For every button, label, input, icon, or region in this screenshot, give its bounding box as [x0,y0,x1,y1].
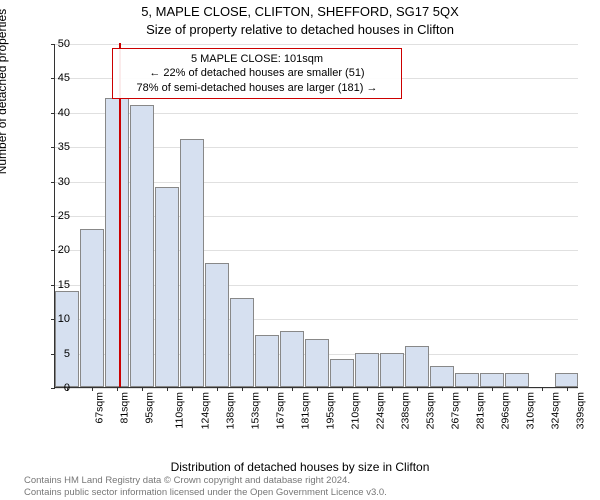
xtick-mark [117,387,118,391]
xtick-mark [492,387,493,391]
xtick-label: 167sqm [275,392,287,429]
xtick-label: 67sqm [94,392,106,424]
xtick-label: 253sqm [424,392,436,429]
xtick-mark [142,387,143,391]
histogram-bar [555,373,579,387]
histogram-bar [55,291,79,387]
ytick-label: 40 [46,107,70,119]
gridline [55,44,578,45]
histogram-bar [105,98,129,387]
ytick-label: 50 [46,38,70,50]
ytick-label: 20 [46,244,70,256]
histogram-bar [130,105,154,387]
chart-container: 5, MAPLE CLOSE, CLIFTON, SHEFFORD, SG17 … [0,0,600,500]
y-axis-label: Number of detached properties [0,9,9,174]
ytick-label: 35 [46,141,70,153]
annotation-line1: 5 MAPLE CLOSE: 101sqm [191,53,323,65]
ytick-label: 25 [46,210,70,222]
xtick-label: 210sqm [349,392,361,429]
xtick-label: 81sqm [119,392,131,424]
histogram-bar [380,353,404,387]
histogram-bar [405,346,429,387]
ytick-label: 15 [46,279,70,291]
xtick-mark [342,387,343,391]
xtick-label: 267sqm [449,392,461,429]
xtick-label: 95sqm [144,392,156,424]
histogram-bar [330,359,354,387]
annotation-line3: 78% of semi-detached houses are larger (… [137,82,378,94]
histogram-bar [480,373,504,387]
histogram-bar [280,331,304,387]
xtick-label: 339sqm [574,392,586,429]
histogram-bar [230,298,254,387]
xtick-label: 310sqm [524,392,536,429]
copyright-line2: Contains public sector information licen… [24,487,387,498]
histogram-bar [305,339,329,387]
xtick-mark [567,387,568,391]
xtick-mark [317,387,318,391]
ytick-label: 30 [46,176,70,188]
xtick-label: 110sqm [174,392,186,429]
xtick-label: 153sqm [250,392,262,429]
copyright-line1: Contains HM Land Registry data © Crown c… [24,475,350,486]
xtick-label: 138sqm [225,392,237,429]
xtick-mark [92,387,93,391]
xtick-mark [417,387,418,391]
ytick-label: 0 [46,382,70,394]
histogram-bar [430,366,454,387]
xtick-mark [292,387,293,391]
chart-title-main: 5, MAPLE CLOSE, CLIFTON, SHEFFORD, SG17 … [0,4,600,19]
annotation-box: 5 MAPLE CLOSE: 101sqm ← 22% of detached h… [112,48,402,99]
xtick-mark [367,387,368,391]
xtick-mark [517,387,518,391]
xtick-label: 324sqm [549,392,561,429]
xtick-mark [242,387,243,391]
xtick-mark [217,387,218,391]
xtick-label: 224sqm [374,392,386,429]
xtick-label: 238sqm [399,392,411,429]
x-axis-label: Distribution of detached houses by size … [0,460,600,474]
xtick-mark [267,387,268,391]
xtick-label: 181sqm [299,392,311,429]
histogram-bar [255,335,279,387]
histogram-bar [455,373,479,387]
ytick-label: 10 [46,313,70,325]
xtick-label: 296sqm [499,392,511,429]
xtick-mark [467,387,468,391]
xtick-label: 281sqm [474,392,486,429]
xtick-mark [167,387,168,391]
annotation-line2: ← 22% of detached houses are smaller (51… [149,67,364,79]
histogram-bar [355,353,379,387]
xtick-label: 124sqm [200,392,212,429]
xtick-label: 195sqm [324,392,336,429]
histogram-bar [505,373,529,387]
xtick-mark [192,387,193,391]
histogram-bar [155,187,179,387]
histogram-bar [80,229,104,387]
histogram-bar [205,263,229,387]
xtick-mark [442,387,443,391]
xtick-mark [392,387,393,391]
copyright-text: Contains HM Land Registry data © Crown c… [24,475,387,498]
xtick-mark [542,387,543,391]
chart-title-sub: Size of property relative to detached ho… [0,22,600,37]
ytick-label: 5 [46,348,70,360]
ytick-label: 45 [46,72,70,84]
histogram-bar [180,139,204,387]
